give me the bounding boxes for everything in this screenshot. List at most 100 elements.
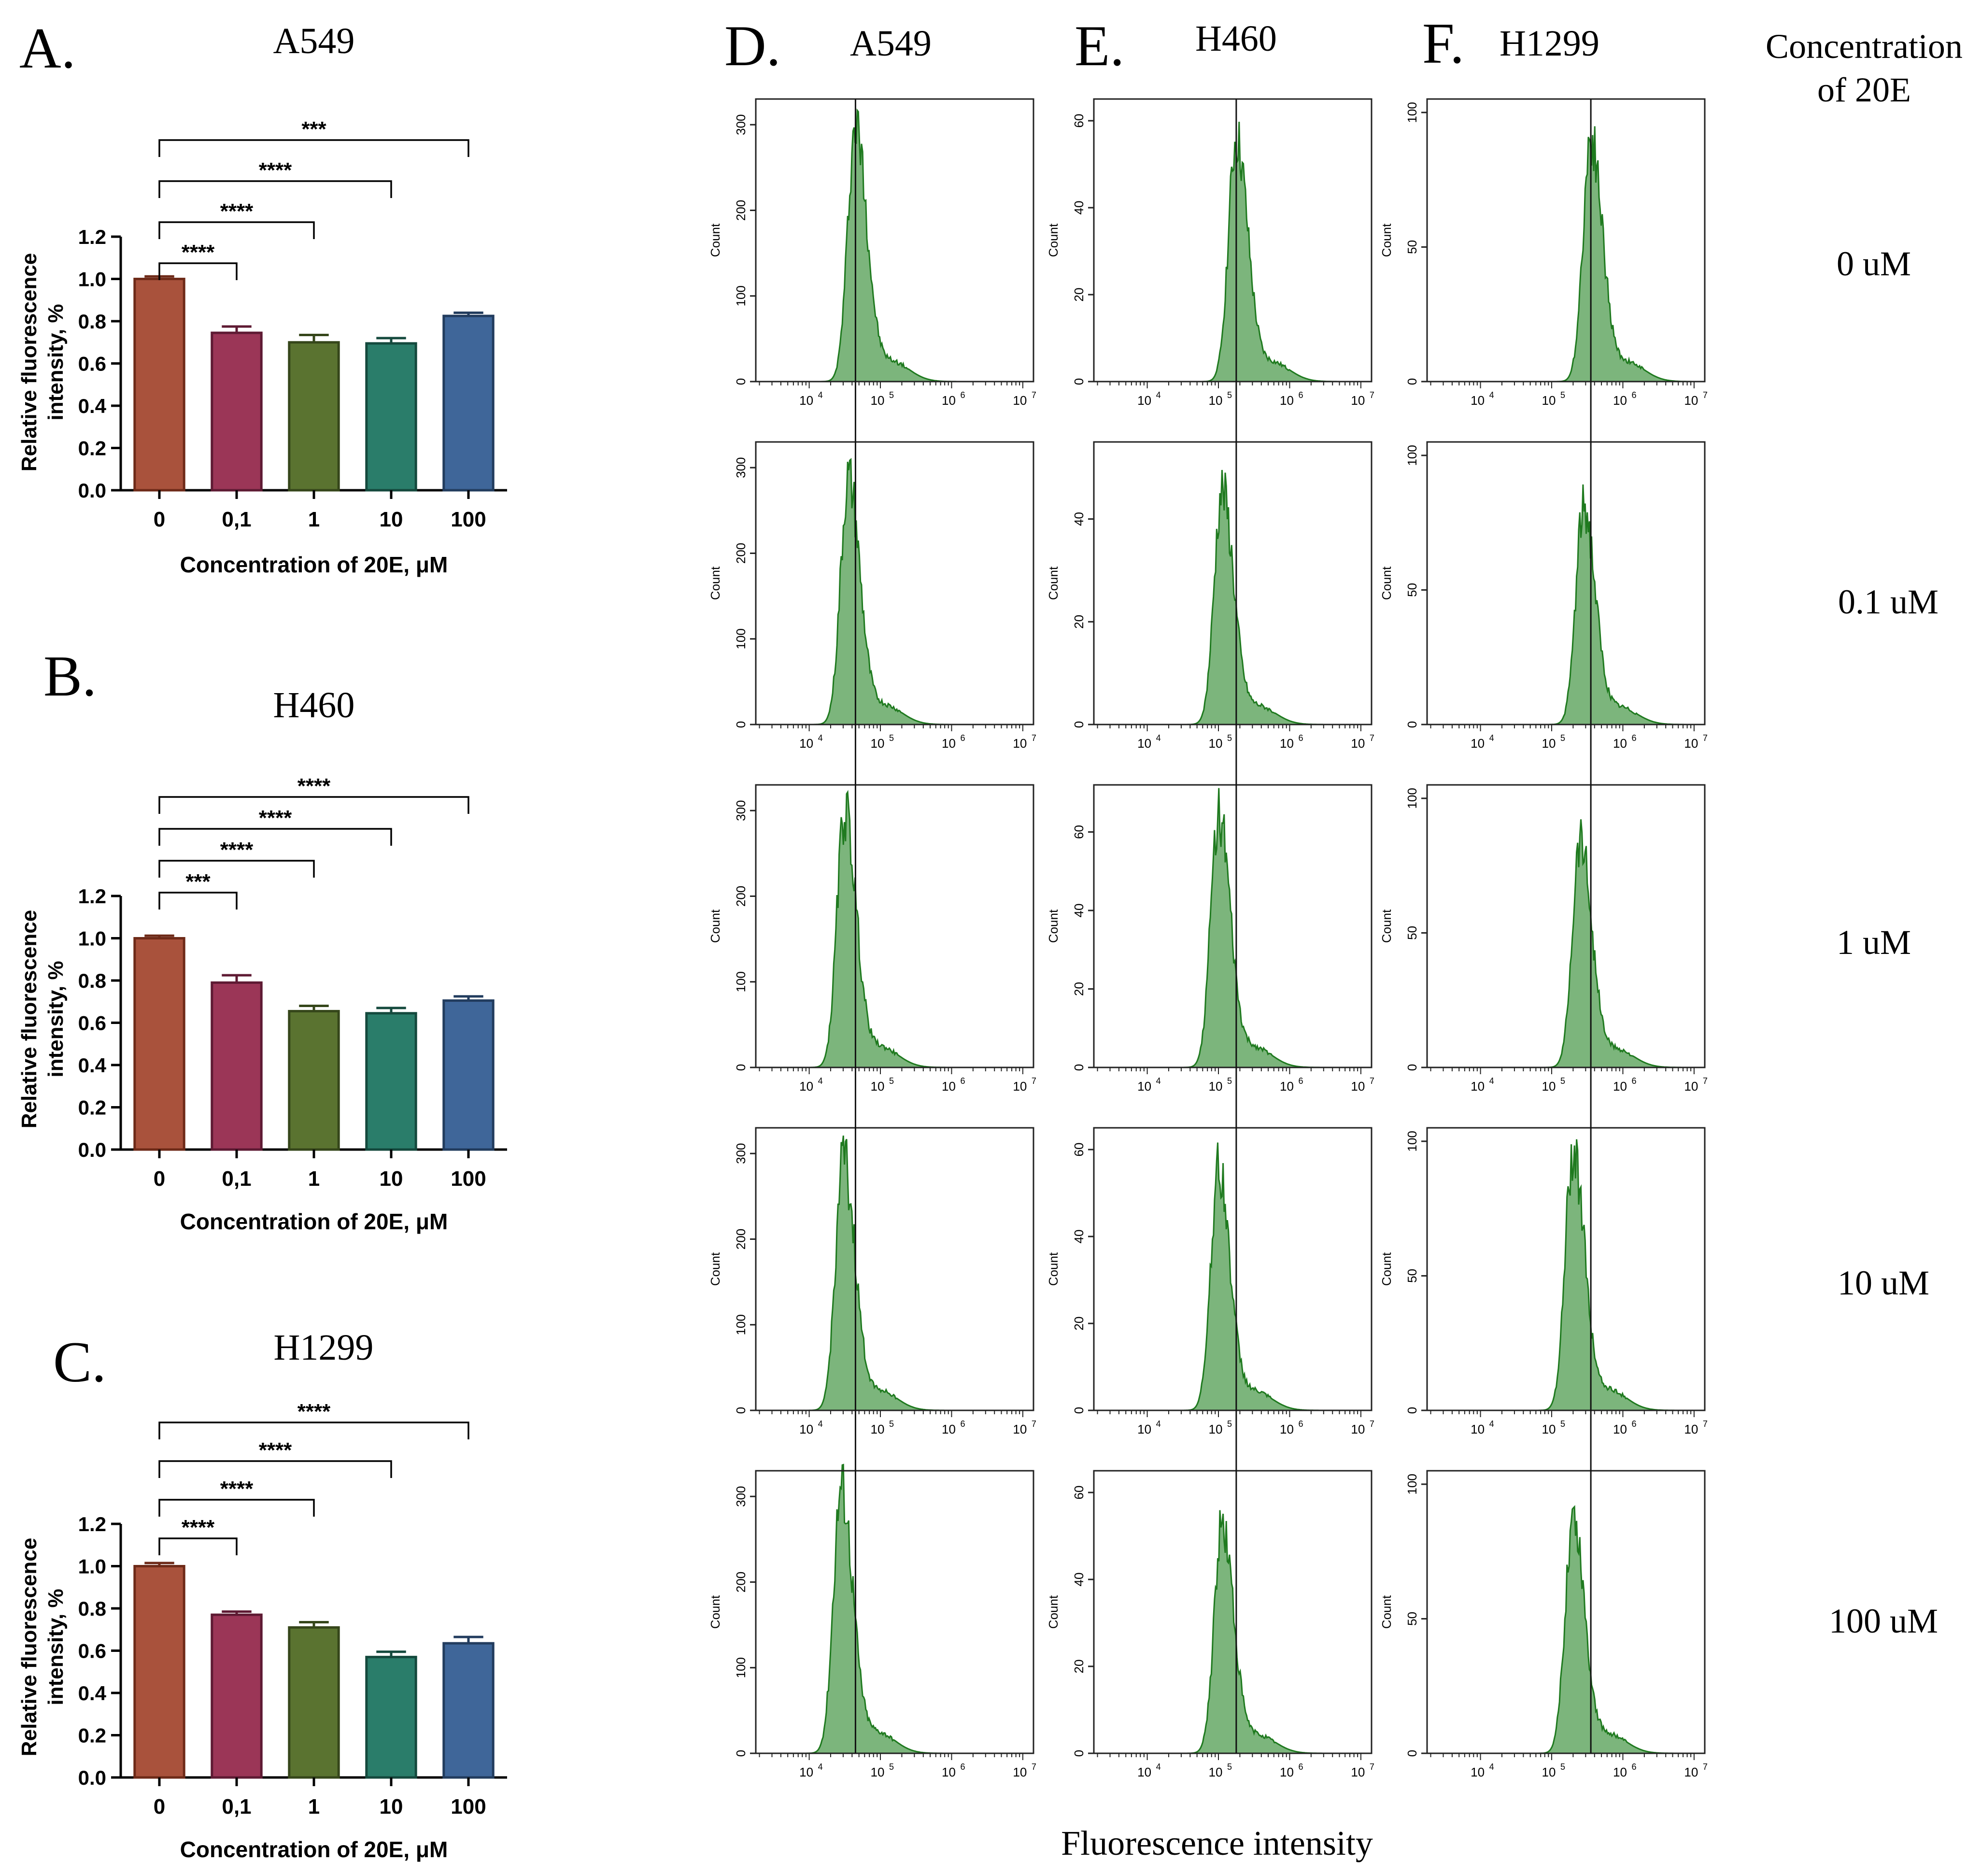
x-tick-label: 10: [942, 1422, 956, 1436]
significance-bracket: [158, 221, 315, 239]
significance-label: ****: [220, 199, 254, 223]
hist-ylabel: Count: [708, 1595, 722, 1629]
x-tick-exponent: 7: [1032, 1076, 1036, 1086]
x-tick-label: 10: [1013, 1079, 1027, 1094]
histogram-H460-row-3: 0 20 40 60 Count 10 4 10 5 10 6 10 7: [1046, 1127, 1374, 1436]
histogram-A549-row-3: 0 100 200 300 Count 10 4 10 5 10 6 10 7: [708, 1127, 1036, 1436]
y-tick-label: 0: [734, 1750, 748, 1757]
y-tick-label: 200: [734, 1572, 748, 1592]
y-tick-label: 20: [1072, 982, 1086, 996]
significance-bracket: [158, 892, 238, 910]
x-tick-label: 10: [871, 1079, 885, 1094]
plot-frame: [1093, 441, 1373, 725]
panel-d-title: A549: [850, 23, 932, 64]
x-tick-exponent: 7: [1370, 1762, 1374, 1772]
y-tick-label: 300: [734, 114, 748, 135]
panel-c-xlabel: Concentration of 20E, μM: [180, 1837, 448, 1862]
x-tick-exponent: 5: [889, 733, 894, 743]
y-tick-label: 1.0: [78, 1555, 106, 1578]
x-tick-label: 10: [942, 1765, 956, 1779]
y-tick-label: 50: [1405, 926, 1419, 940]
x-tick-exponent: 5: [1227, 733, 1232, 743]
panel-a-letter: A.: [19, 16, 76, 80]
x-tick-label: 10: [1351, 1079, 1365, 1094]
x-tick-exponent: 4: [1156, 1419, 1161, 1429]
y-tick-label: 0.2: [78, 437, 106, 460]
histogram-A549-row-2: 0 100 200 300 Count 10 4 10 5 10 6 10 7: [708, 784, 1036, 1094]
x-tick-exponent: 4: [1489, 733, 1494, 743]
y-tick-label: 50: [1405, 1269, 1419, 1283]
hist-ylabel: Count: [1379, 223, 1394, 257]
hist-ylabel: Count: [1046, 909, 1061, 943]
x-tick-label: 10: [1280, 1079, 1294, 1094]
bar-0,1: [211, 1613, 263, 1779]
x-tick-exponent: 5: [1560, 733, 1565, 743]
x-tick-label: 10: [1209, 736, 1223, 751]
panel-b-title: H460: [273, 685, 355, 725]
significance-bracket: [158, 860, 315, 878]
x-tick-exponent: 6: [1298, 390, 1303, 400]
y-tick-label: 1.2: [78, 885, 106, 908]
x-tick-label: 10: [1351, 1765, 1365, 1779]
histogram-xlabel: Fluorescence intensity: [1061, 1824, 1373, 1862]
bar-0: [133, 937, 185, 1151]
plot-frame: [1426, 98, 1706, 383]
histogram-H1299-row-0: 0 50 100 Count 10 4 10 5 10 6 10 7: [1379, 98, 1708, 408]
x-tick-exponent: 6: [1631, 390, 1636, 400]
panel-e-title: H460: [1195, 18, 1277, 59]
y-tick-label: 20: [1072, 1660, 1086, 1674]
x-tick-label: 10: [942, 736, 956, 751]
x-tick-label: 0: [154, 508, 165, 531]
x-tick-label: 10: [1280, 1422, 1294, 1436]
significance-label: ****: [182, 1516, 215, 1539]
plot-frame: [755, 98, 1034, 383]
plot-frame: [1093, 1470, 1373, 1754]
x-tick-label: 0,1: [222, 1167, 251, 1191]
histogram-H460-row-1: 0 20 40 Count 10 4 10 5 10 6 10 7: [1046, 441, 1374, 751]
y-tick-label: 200: [734, 886, 748, 907]
x-tick-label: 10: [1684, 1079, 1698, 1094]
panel-c-ylabel-line2: intensity, %: [44, 1589, 68, 1705]
x-tick-label: 10: [1542, 1765, 1556, 1779]
x-tick-label: 10: [380, 508, 403, 531]
bar-100: [442, 1642, 495, 1779]
significance-label: ****: [182, 241, 215, 264]
bar-1: [288, 1009, 340, 1151]
y-tick-label: 100: [734, 285, 748, 306]
bar-10: [365, 1656, 417, 1779]
x-tick-exponent: 5: [1560, 1076, 1565, 1086]
y-tick-label: 1.0: [78, 927, 106, 950]
histogram-A549-row-0: 0 100 200 300 Count 10 4 10 5 10 6 10 7: [708, 98, 1036, 408]
x-tick-exponent: 7: [1370, 733, 1374, 743]
y-tick-label: 200: [734, 543, 748, 564]
y-tick-label: 0.8: [78, 1597, 106, 1620]
x-tick-label: 10: [1684, 1422, 1698, 1436]
bar-0,1: [211, 331, 263, 492]
histogram-H460-row-4: 0 20 40 60 Count 10 4 10 5 10 6 10 7: [1046, 1470, 1374, 1779]
x-tick-label: 10: [1471, 1422, 1485, 1436]
x-tick-exponent: 7: [1703, 733, 1708, 743]
y-tick-label: 0: [1405, 378, 1419, 385]
x-tick-label: 10: [1471, 393, 1485, 408]
x-tick-label: 10: [1471, 1765, 1485, 1779]
x-tick-label: 10: [1351, 736, 1365, 751]
x-tick-exponent: 5: [1560, 1762, 1565, 1772]
x-tick-exponent: 5: [1227, 1419, 1232, 1429]
x-tick-label: 10: [799, 1422, 813, 1436]
x-tick-exponent: 6: [960, 1419, 965, 1429]
bar-chart-a549: 0.00.20.40.60.81.01.20 0,1 1 10 100*********…: [78, 117, 507, 531]
hist-ylabel: Count: [1046, 566, 1061, 600]
significance-label: ****: [297, 1400, 331, 1423]
y-tick-label: 40: [1072, 512, 1086, 526]
significance-bracket: [158, 1499, 315, 1517]
y-tick-label: 0.2: [78, 1724, 106, 1747]
bar-panels: A. A549 0.00.20.40.60.81.01.20 0,1 1 10 100*…: [17, 16, 507, 1862]
histogram-headers: D. A549 E. H460 F. H1299: [724, 11, 1599, 78]
bar-0,1: [211, 981, 263, 1151]
y-tick-label: 0.8: [78, 969, 106, 992]
x-tick-label: 100: [451, 1795, 486, 1819]
x-tick-label: 10: [1013, 393, 1027, 408]
significance-bracket: [158, 139, 469, 157]
plot-frame: [1426, 784, 1706, 1068]
